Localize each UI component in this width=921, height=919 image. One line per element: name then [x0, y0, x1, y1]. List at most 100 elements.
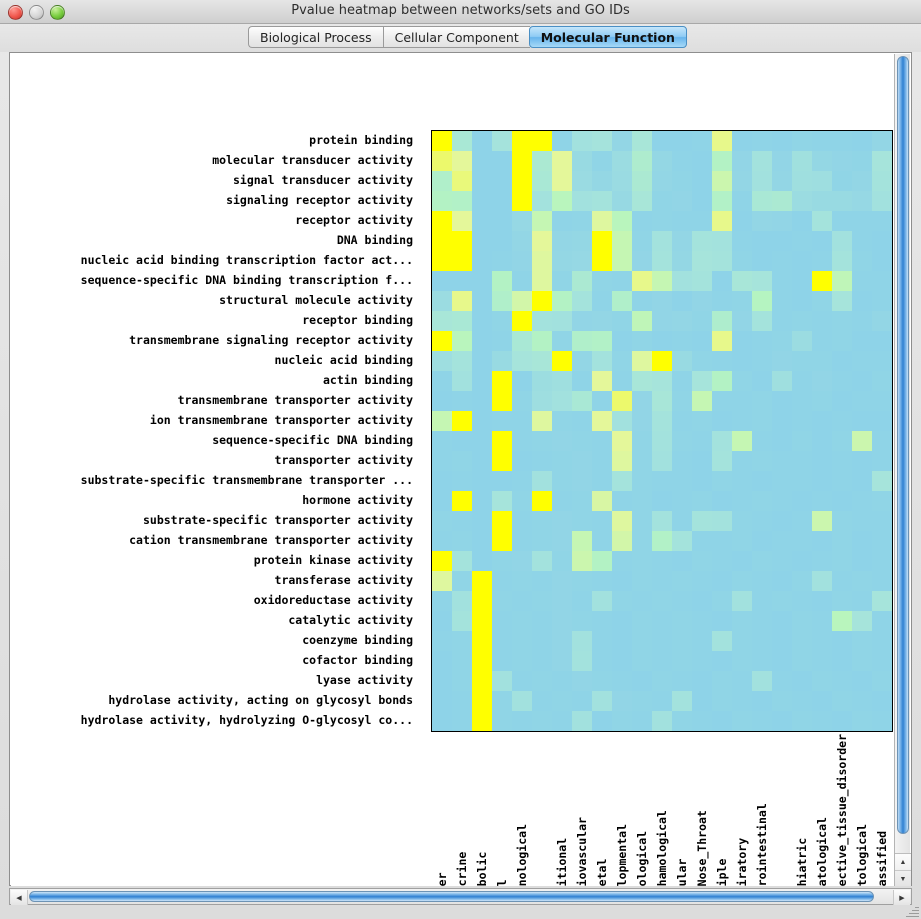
heatmap-cell[interactable] — [792, 311, 812, 331]
heatmap-cell[interactable] — [512, 711, 532, 731]
heatmap-cell[interactable] — [812, 291, 832, 311]
heatmap-cell[interactable] — [712, 471, 732, 491]
heatmap-cell[interactable] — [512, 651, 532, 671]
heatmap-cell[interactable] — [452, 351, 472, 371]
heatmap-cell[interactable] — [812, 131, 832, 151]
heatmap-cell[interactable] — [552, 591, 572, 611]
heatmap-cell[interactable] — [792, 411, 812, 431]
heatmap-cell[interactable] — [452, 271, 472, 291]
heatmap-cell[interactable] — [712, 431, 732, 451]
heatmap-cell[interactable] — [812, 571, 832, 591]
heatmap-cell[interactable] — [512, 151, 532, 171]
heatmap-cell[interactable] — [552, 291, 572, 311]
heatmap-cell[interactable] — [712, 191, 732, 211]
heatmap-cell[interactable] — [492, 171, 512, 191]
heatmap-cell[interactable] — [432, 671, 452, 691]
heatmap-cell[interactable] — [872, 151, 892, 171]
heatmap-cell[interactable] — [532, 391, 552, 411]
heatmap-cell[interactable] — [612, 251, 632, 271]
heatmap-cell[interactable] — [452, 171, 472, 191]
heatmap-cell[interactable] — [692, 151, 712, 171]
heatmap-cell[interactable] — [712, 331, 732, 351]
heatmap-cell[interactable] — [652, 551, 672, 571]
heatmap-cell[interactable] — [472, 451, 492, 471]
heatmap-cell[interactable] — [492, 711, 512, 731]
heatmap-cell[interactable] — [512, 231, 532, 251]
heatmap-cell[interactable] — [812, 671, 832, 691]
heatmap-cell[interactable] — [512, 551, 532, 571]
heatmap-cell[interactable] — [852, 571, 872, 591]
heatmap-cell[interactable] — [712, 631, 732, 651]
heatmap-cell[interactable] — [792, 711, 812, 731]
heatmap-cell[interactable] — [492, 131, 512, 151]
scroll-down-icon[interactable]: ▼ — [895, 870, 911, 887]
heatmap-cell[interactable] — [592, 571, 612, 591]
heatmap-cell[interactable] — [872, 551, 892, 571]
heatmap-cell[interactable] — [532, 451, 552, 471]
heatmap-cell[interactable] — [492, 451, 512, 471]
heatmap-cell[interactable] — [852, 171, 872, 191]
heatmap-cell[interactable] — [832, 411, 852, 431]
heatmap-cell[interactable] — [872, 251, 892, 271]
heatmap-cell[interactable] — [732, 371, 752, 391]
heatmap-cell[interactable] — [472, 371, 492, 391]
heatmap-cell[interactable] — [452, 451, 472, 471]
heatmap-cell[interactable] — [672, 291, 692, 311]
heatmap-cell[interactable] — [852, 291, 872, 311]
heatmap-cell[interactable] — [512, 191, 532, 211]
heatmap-cell[interactable] — [612, 431, 632, 451]
heatmap-cell[interactable] — [632, 651, 652, 671]
heatmap-cell[interactable] — [512, 371, 532, 391]
heatmap-cell[interactable] — [512, 171, 532, 191]
heatmap-cell[interactable] — [692, 311, 712, 331]
heatmap-cell[interactable] — [572, 211, 592, 231]
heatmap-cell[interactable] — [672, 411, 692, 431]
heatmap-cell[interactable] — [872, 371, 892, 391]
heatmap-cell[interactable] — [632, 451, 652, 471]
heatmap-cell[interactable] — [512, 451, 532, 471]
heatmap-cell[interactable] — [692, 251, 712, 271]
heatmap-cell[interactable] — [732, 631, 752, 651]
heatmap-cell[interactable] — [852, 311, 872, 331]
heatmap-cell[interactable] — [552, 511, 572, 531]
heatmap-cell[interactable] — [652, 451, 672, 471]
heatmap-cell[interactable] — [612, 611, 632, 631]
heatmap-cell[interactable] — [472, 491, 492, 511]
heatmap-cell[interactable] — [512, 391, 532, 411]
heatmap-cell[interactable] — [732, 691, 752, 711]
heatmap-cell[interactable] — [532, 591, 552, 611]
heatmap-cell[interactable] — [472, 611, 492, 631]
heatmap-cell[interactable] — [592, 171, 612, 191]
heatmap-cell[interactable] — [552, 151, 572, 171]
heatmap-cell[interactable] — [512, 611, 532, 631]
heatmap-cell[interactable] — [572, 231, 592, 251]
heatmap-cell[interactable] — [752, 711, 772, 731]
tab-cellular-component[interactable]: Cellular Component — [382, 26, 530, 48]
heatmap-cell[interactable] — [652, 191, 672, 211]
heatmap-cell[interactable] — [772, 331, 792, 351]
heatmap-cell[interactable] — [712, 131, 732, 151]
heatmap-cell[interactable] — [872, 211, 892, 231]
heatmap-cell[interactable] — [512, 311, 532, 331]
heatmap-cell[interactable] — [512, 631, 532, 651]
heatmap-cell[interactable] — [712, 411, 732, 431]
heatmap-cell[interactable] — [872, 411, 892, 431]
heatmap-cell[interactable] — [852, 411, 872, 431]
heatmap-cell[interactable] — [812, 531, 832, 551]
heatmap-cell[interactable] — [872, 191, 892, 211]
heatmap-grid[interactable] — [431, 130, 893, 732]
heatmap-cell[interactable] — [832, 211, 852, 231]
heatmap-cell[interactable] — [852, 231, 872, 251]
heatmap-cell[interactable] — [612, 171, 632, 191]
heatmap-cell[interactable] — [672, 491, 692, 511]
heatmap-cell[interactable] — [812, 431, 832, 451]
heatmap-cell[interactable] — [812, 271, 832, 291]
heatmap-cell[interactable] — [612, 391, 632, 411]
heatmap-cell[interactable] — [832, 711, 852, 731]
heatmap-cell[interactable] — [692, 371, 712, 391]
heatmap-cell[interactable] — [832, 371, 852, 391]
heatmap-cell[interactable] — [792, 631, 812, 651]
vertical-scrollbar[interactable]: ▲ ▼ — [894, 54, 911, 887]
heatmap-cell[interactable] — [852, 491, 872, 511]
heatmap-cell[interactable] — [732, 651, 752, 671]
